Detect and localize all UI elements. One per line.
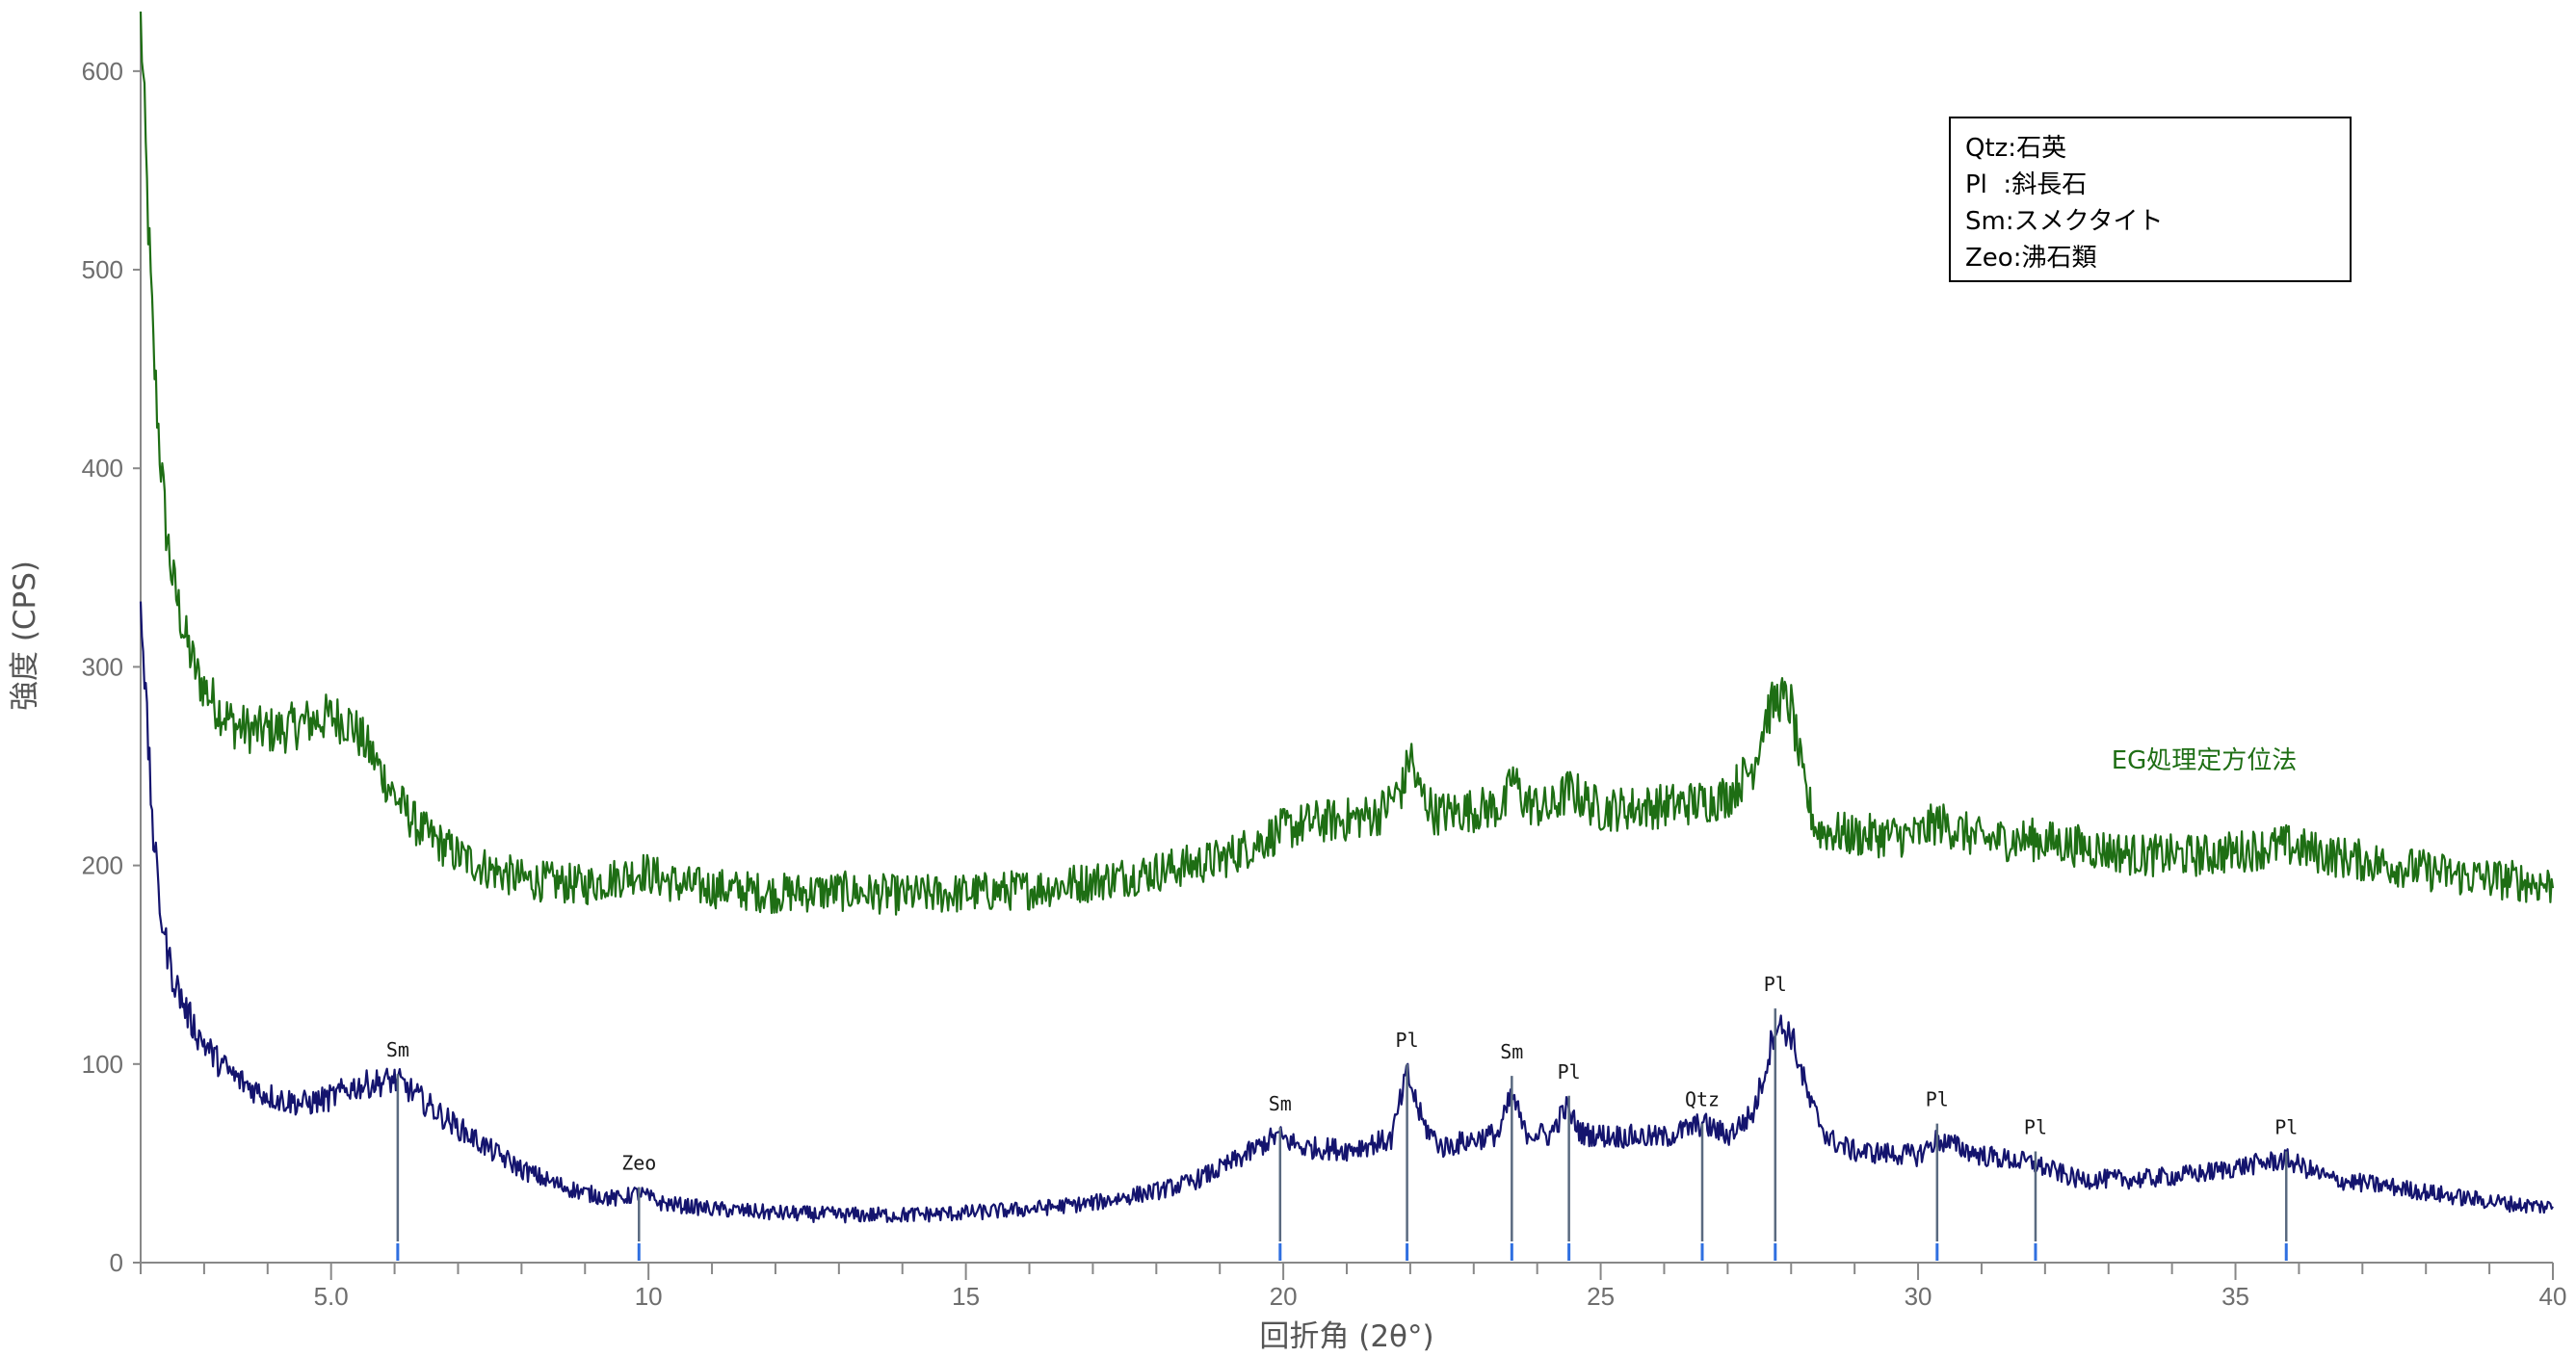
x-ticks: 5.0 10 15 20 25 30 35 40 (141, 1263, 2566, 1311)
peak-label: Pl (2274, 1116, 2298, 1139)
peak-label: Qtz (1685, 1088, 1720, 1111)
peak-label: Pl (1926, 1088, 1949, 1111)
y-tick-label: 200 (82, 851, 123, 880)
peak-label: Pl (2024, 1116, 2047, 1139)
y-tick-label: 0 (110, 1248, 123, 1277)
peak-label: Pl (1558, 1060, 1581, 1083)
legend-line-sm: Sm:スメクタイト (1965, 207, 2164, 236)
x-tick-label: 10 (635, 1282, 663, 1311)
series-label-eg: EG処理定方位法 (2112, 746, 2298, 775)
x-tick-label: 15 (952, 1282, 980, 1311)
peak-markers: Sm Zeo Sm Pl Sm Pl Qtz Pl Pl Pl Pl (386, 973, 2298, 1261)
peak-label: Sm (1269, 1092, 1292, 1115)
legend-line-qtz: Qtz:石英 (1965, 134, 2066, 163)
y-tick-label: 500 (82, 255, 123, 284)
legend-line-zeo: Zeo:沸石類 (1965, 244, 2096, 273)
x-tick-label: 35 (2221, 1282, 2249, 1311)
y-axis-title: 強度 (CPS) (8, 561, 42, 711)
y-tick-label: 300 (82, 652, 123, 681)
peak-label: Zeo (621, 1152, 656, 1175)
y-tick-label: 400 (82, 454, 123, 483)
x-tick-label: 25 (1587, 1282, 1615, 1311)
peak-label: Sm (1500, 1040, 1523, 1063)
y-tick-label: 600 (82, 57, 123, 86)
peak-label: Pl (1764, 973, 1787, 996)
x-tick-label: 5.0 (314, 1282, 349, 1311)
x-tick-label: 20 (1270, 1282, 1298, 1311)
legend-line-pl: Pl :斜長石 (1965, 170, 2087, 199)
x-tick-label: 40 (2539, 1282, 2567, 1311)
peak-label: Pl (1396, 1029, 1419, 1052)
series-raw-line (141, 602, 2553, 1223)
legend: Qtz:石英 Pl :斜長石 Sm:スメクタイト Zeo:沸石類 (1950, 117, 2351, 281)
x-tick-label: 30 (1905, 1282, 1932, 1311)
peak-label: Sm (386, 1038, 409, 1061)
x-axis-title: 回折角 (2θ°) (1259, 1319, 1433, 1354)
y-ticks: 0 100 200 300 400 500 600 (82, 57, 141, 1277)
y-tick-label: 100 (82, 1050, 123, 1079)
